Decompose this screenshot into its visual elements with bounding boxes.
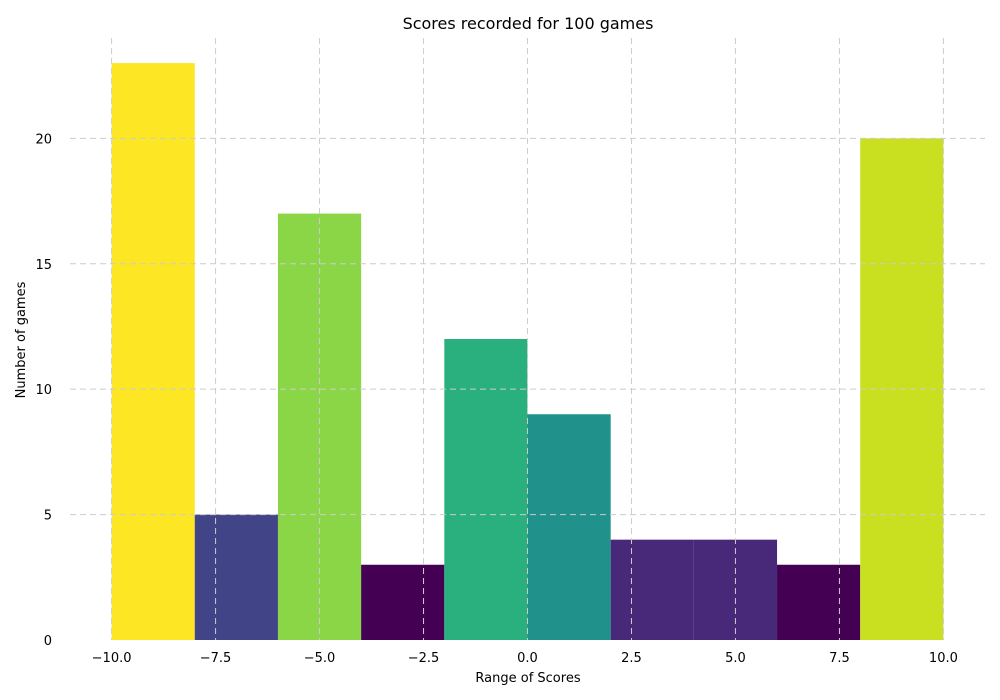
y-tick-labels: 0 5 10 15 20 <box>35 132 52 649</box>
x-tick-label: 10.0 <box>929 651 958 666</box>
x-tick-label: 5.0 <box>725 651 746 666</box>
y-tick-label: 20 <box>35 132 52 147</box>
x-tick-label: 0.0 <box>517 651 538 666</box>
bar <box>527 414 611 640</box>
x-tick-label: −2.5 <box>408 651 440 666</box>
grid <box>70 38 985 640</box>
x-axis-label: Range of Scores <box>475 671 580 686</box>
bar <box>277 213 362 641</box>
bar <box>777 564 861 640</box>
y-tick-label: 5 <box>44 509 52 524</box>
bar <box>111 63 195 641</box>
x-tick-labels: −10.0 −7.5 −5.0 −2.5 0.0 2.5 5.0 7.5 10.0 <box>92 651 958 666</box>
y-tick-label: 10 <box>35 383 52 398</box>
x-tick-label: 2.5 <box>621 651 642 666</box>
y-tick-label: 0 <box>44 634 52 649</box>
bar <box>610 539 694 640</box>
bar <box>361 564 445 640</box>
y-tick-label: 15 <box>35 258 52 273</box>
x-tick-label: −5.0 <box>304 651 336 666</box>
x-tick-label: −7.5 <box>200 651 232 666</box>
chart-title: Scores recorded for 100 games <box>403 14 654 33</box>
bar <box>444 339 528 640</box>
y-axis-label: Number of games <box>14 281 29 398</box>
x-tick-label: −10.0 <box>92 651 132 666</box>
x-tick-label: 7.5 <box>829 651 850 666</box>
bar <box>194 514 278 640</box>
